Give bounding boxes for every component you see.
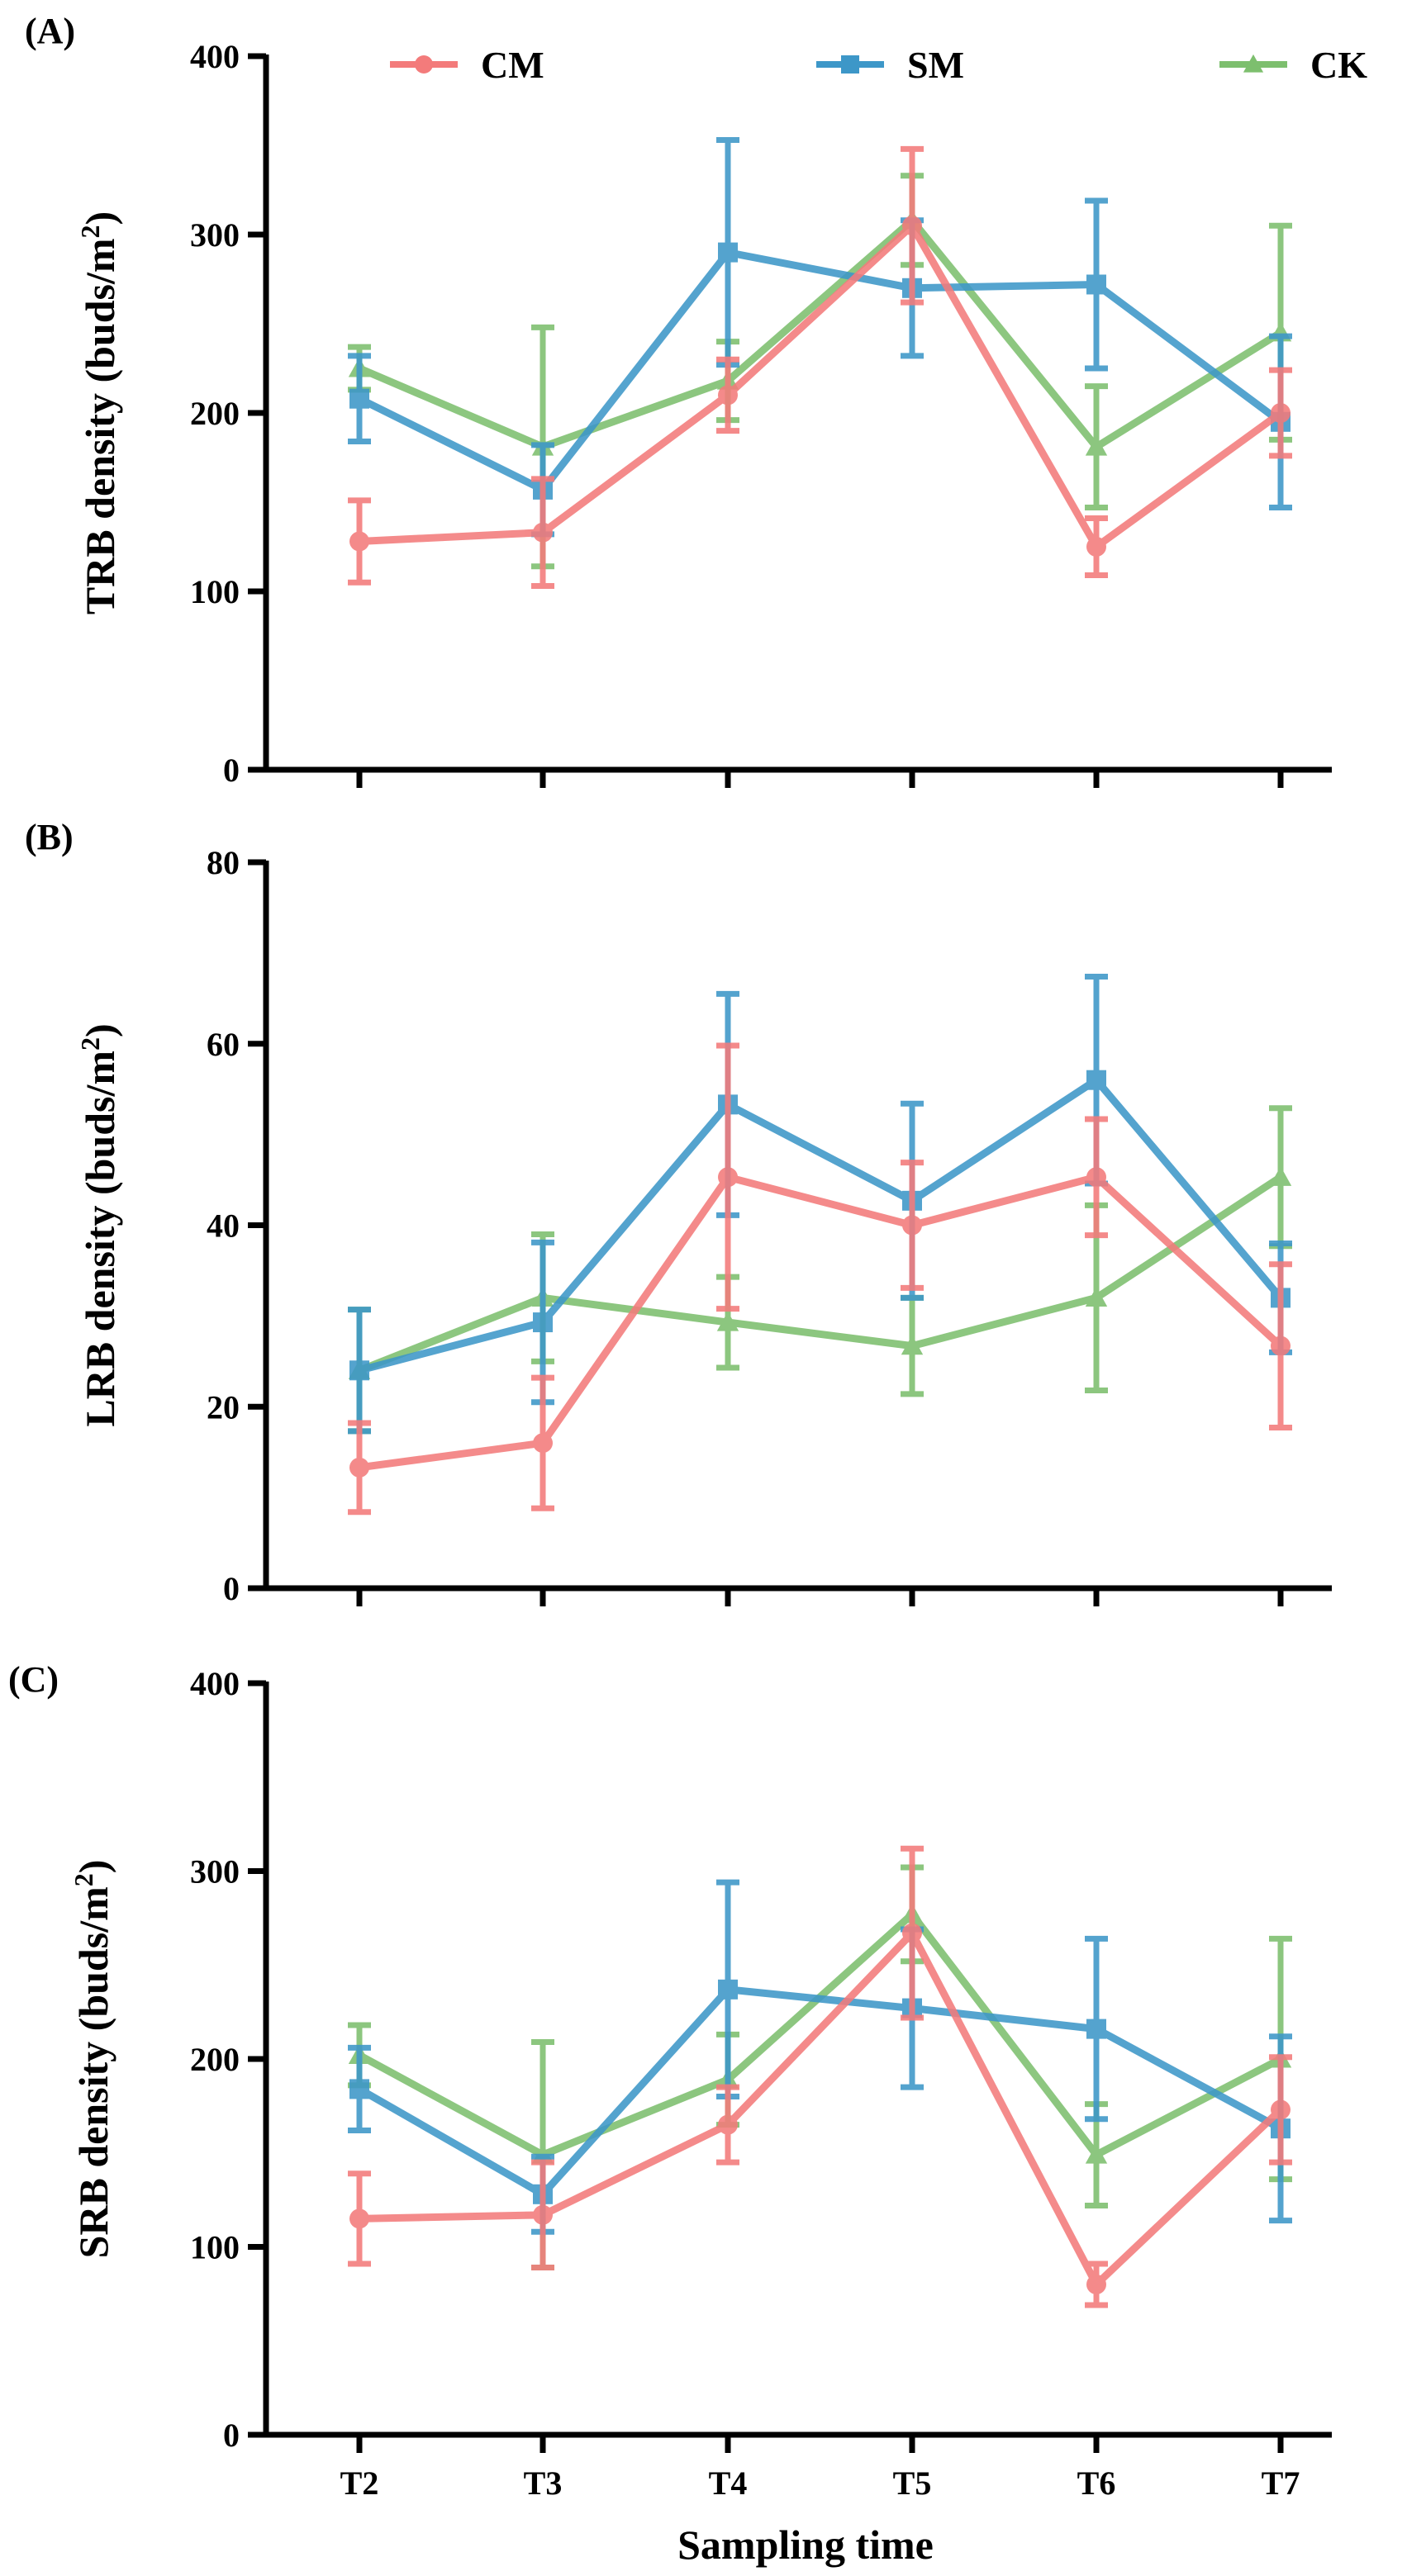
data-point-CK-T7 xyxy=(1270,1166,1291,1186)
x-tick-label: T2 xyxy=(340,2465,379,2502)
legend-label-CK: CK xyxy=(1310,44,1367,86)
data-point-SM-T2 xyxy=(349,389,369,409)
y-axis-title: TRB density (buds/m2) xyxy=(75,211,123,614)
legend-item-SM: SM xyxy=(816,44,964,86)
data-point-SM-T2 xyxy=(349,1360,369,1380)
y-axis-title-superscript: 2 xyxy=(75,225,105,238)
chart-panel-1: (A) TRB density (buds/m2) 0 100 200 300 400 xyxy=(25,11,1332,789)
series-CM xyxy=(348,1848,1292,2305)
series-CK xyxy=(348,1867,1292,2268)
y-tick-label: 400 xyxy=(190,1665,240,1702)
y-tick-label: 20 xyxy=(207,1388,240,1426)
y-tick-label: 200 xyxy=(190,395,240,432)
data-point-SM-T2 xyxy=(349,2079,369,2099)
y-tick-label: 80 xyxy=(207,844,240,881)
chart-panel-3: (C) SRB density (buds/m2) 0 100 200 300 400 T2 T… xyxy=(8,1659,1332,2568)
y-tick-label: 0 xyxy=(223,1570,240,1607)
y-tick-label: 300 xyxy=(190,216,240,254)
y-tick-label: 60 xyxy=(207,1026,240,1063)
legend-marker-CM xyxy=(415,55,433,74)
data-point-CM-T3 xyxy=(533,1433,553,1453)
series-line-SM xyxy=(359,1080,1281,1371)
y-tick-label: 0 xyxy=(223,752,240,789)
series-SM xyxy=(348,1882,1292,2232)
data-point-CM-T4 xyxy=(718,385,738,405)
data-point-CM-T2 xyxy=(349,1458,369,1478)
y-axis-title-text: TRB density (buds/m xyxy=(77,238,123,614)
data-point-CM-T7 xyxy=(1271,1336,1291,1356)
data-point-CM-T6 xyxy=(1086,1167,1106,1187)
data-point-CM-T3 xyxy=(533,523,553,543)
data-point-SM-T3 xyxy=(533,1312,553,1332)
series-line-CM xyxy=(359,1177,1281,1468)
series-line-CK xyxy=(359,1177,1281,1370)
x-tick-label: T3 xyxy=(524,2465,563,2502)
figure: (A)TRB density (buds/m2)0100200300400(B)… xyxy=(0,0,1407,2576)
data-point-CM-T2 xyxy=(349,2208,369,2228)
y-tick-label: 0 xyxy=(223,2417,240,2454)
y-axis-title-text: LRB density (buds/m xyxy=(77,1051,123,1427)
x-axis-title: Sampling time xyxy=(677,2521,934,2568)
data-point-CM-T6 xyxy=(1086,2275,1106,2294)
chart-panel-2: (B) LRB density (buds/m2) 0 20 40 60 80 xyxy=(25,817,1332,1607)
y-tick-label: 40 xyxy=(207,1207,240,1245)
y-axis-title-superscript: 2 xyxy=(75,1037,105,1051)
y-axis-title-suffix: ) xyxy=(70,1860,116,1874)
y-tick-label: 200 xyxy=(190,2041,240,2078)
legend-label-CM: CM xyxy=(481,44,544,86)
legend: CM SM CK xyxy=(390,44,1367,86)
data-point-CM-T2 xyxy=(349,532,369,552)
y-axis-title-superscript: 2 xyxy=(69,1873,98,1886)
legend-item-CM: CM xyxy=(390,44,544,86)
series-SM xyxy=(348,140,1292,534)
data-point-CM-T4 xyxy=(718,1167,738,1187)
y-axis-title: LRB density (buds/m2) xyxy=(75,1023,123,1426)
x-tick-label: T5 xyxy=(893,2465,932,2502)
data-point-SM-T6 xyxy=(1086,274,1106,294)
data-point-CM-T6 xyxy=(1086,537,1106,557)
data-point-CM-T7 xyxy=(1271,403,1291,423)
data-point-SM-T6 xyxy=(1086,1070,1106,1090)
y-tick-label: 100 xyxy=(190,2229,240,2266)
series-line-CK xyxy=(359,1914,1281,2155)
y-tick-label: 100 xyxy=(190,573,240,610)
series-line-CM xyxy=(359,1933,1281,2284)
data-point-CM-T5 xyxy=(902,1924,922,1943)
legend-item-CK: CK xyxy=(1219,44,1367,86)
series-line-CK xyxy=(359,221,1281,447)
data-point-SM-T4 xyxy=(718,243,738,263)
data-point-SM-T6 xyxy=(1086,2019,1106,2039)
series-CM xyxy=(348,149,1292,586)
data-point-SM-T4 xyxy=(718,1980,738,2000)
series-CM xyxy=(348,1046,1292,1512)
legend-label-SM: SM xyxy=(907,44,964,86)
panel-label: (C) xyxy=(8,1659,59,1700)
x-tick-label: T7 xyxy=(1262,2465,1300,2502)
y-axis-title-text: SRB density (buds/m xyxy=(70,1886,116,2258)
y-axis-title-suffix: ) xyxy=(77,211,123,225)
y-tick-label: 400 xyxy=(190,38,240,75)
legend-marker-SM xyxy=(841,55,859,74)
panel-label: (B) xyxy=(25,817,74,857)
y-axis-title: SRB density (buds/m2) xyxy=(69,1860,116,2259)
x-tick-label: T6 xyxy=(1077,2465,1116,2502)
x-tick-label: T4 xyxy=(709,2465,748,2502)
data-point-CM-T7 xyxy=(1271,2099,1291,2119)
series-line-SM xyxy=(359,253,1281,490)
series-line-SM xyxy=(359,1990,1281,2194)
panel-label: (A) xyxy=(25,11,75,51)
data-point-CM-T5 xyxy=(902,1216,922,1236)
data-point-CM-T4 xyxy=(718,2115,738,2135)
data-point-CM-T5 xyxy=(902,216,922,235)
y-tick-label: 300 xyxy=(190,1853,240,1890)
data-point-CM-T3 xyxy=(533,2205,553,2225)
y-axis-title-suffix: ) xyxy=(77,1023,123,1037)
